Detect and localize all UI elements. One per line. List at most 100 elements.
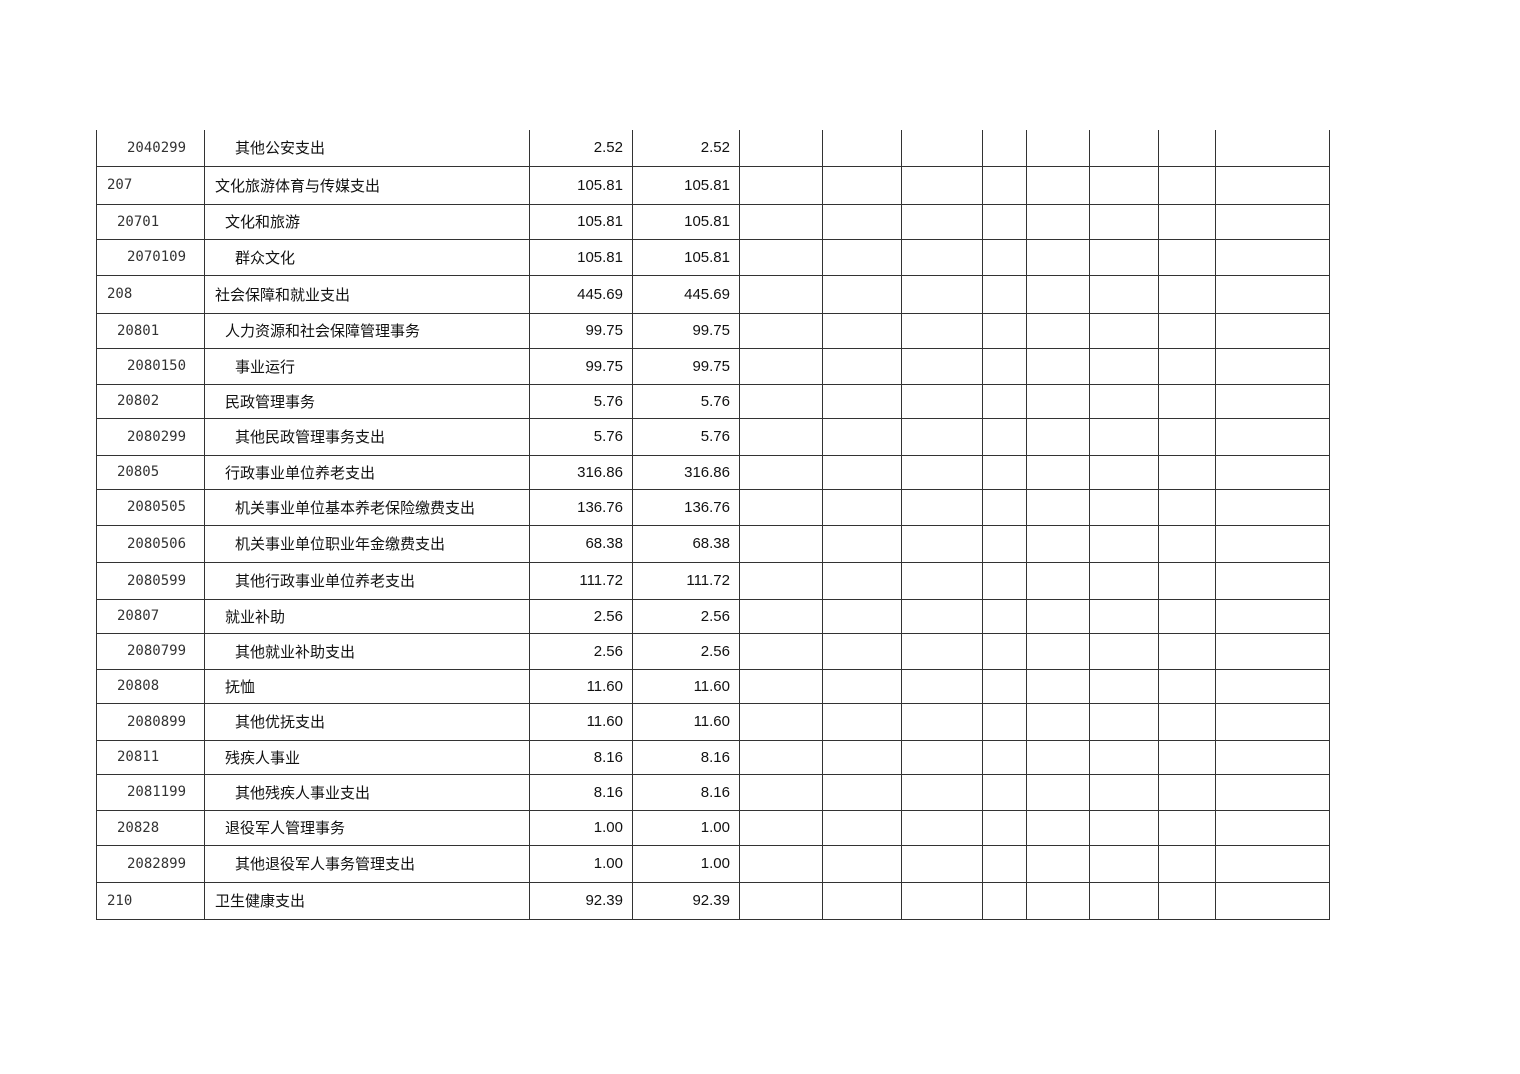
empty-cell (901, 238, 983, 276)
basic-expenditure: 1.00 (632, 809, 740, 846)
basic-expenditure: 445.69 (632, 274, 740, 314)
empty-cell (739, 809, 823, 846)
empty-cell (822, 881, 902, 920)
empty-cell (739, 632, 823, 670)
empty-cell (739, 668, 823, 704)
basic-expenditure: 99.75 (632, 347, 740, 385)
total-amount: 1.00 (529, 844, 633, 883)
empty-cell (1158, 773, 1216, 811)
empty-cell (1158, 561, 1216, 600)
empty-cell (1158, 702, 1216, 741)
total-amount: 99.75 (529, 347, 633, 385)
empty-cell (1158, 165, 1216, 205)
account-code: 2080599 (96, 561, 205, 600)
empty-cell (1026, 488, 1090, 526)
table-row: 2080506 机关事业单位职业年金缴费支出 68.38 68.38 (96, 524, 1330, 563)
basic-expenditure: 105.81 (632, 203, 740, 240)
empty-cell (982, 165, 1027, 205)
empty-cell (901, 203, 983, 240)
empty-cell (1089, 809, 1159, 846)
basic-expenditure: 2.56 (632, 632, 740, 670)
empty-cell (1026, 130, 1090, 167)
table-row: 20701 文化和旅游 105.81 105.81 (96, 203, 1330, 240)
basic-expenditure: 2.52 (632, 130, 740, 167)
empty-cell (982, 488, 1027, 526)
account-code: 20801 (96, 312, 205, 349)
empty-cell (739, 417, 823, 456)
empty-cell (822, 203, 902, 240)
empty-cell (1158, 130, 1216, 167)
empty-cell (1215, 668, 1330, 704)
empty-cell (901, 632, 983, 670)
empty-cell (982, 668, 1027, 704)
account-name: 退役军人管理事务 (204, 809, 530, 846)
empty-cell (1158, 454, 1216, 490)
account-name: 机关事业单位基本养老保险缴费支出 (204, 488, 530, 526)
empty-cell (1089, 524, 1159, 563)
basic-expenditure: 136.76 (632, 488, 740, 526)
empty-cell (901, 598, 983, 634)
account-code: 2080150 (96, 347, 205, 385)
empty-cell (1158, 809, 1216, 846)
empty-cell (1089, 598, 1159, 634)
empty-cell (739, 881, 823, 920)
empty-cell (1089, 165, 1159, 205)
empty-cell (739, 524, 823, 563)
total-amount: 68.38 (529, 524, 633, 563)
empty-cell (1158, 668, 1216, 704)
account-name: 其他公安支出 (204, 130, 530, 167)
empty-cell (1158, 238, 1216, 276)
table-row: 208 社会保障和就业支出 445.69 445.69 (96, 274, 1330, 314)
empty-cell (739, 238, 823, 276)
basic-expenditure: 8.16 (632, 739, 740, 775)
empty-cell (982, 347, 1027, 385)
basic-expenditure: 11.60 (632, 702, 740, 741)
empty-cell (739, 844, 823, 883)
empty-cell (901, 312, 983, 349)
empty-cell (822, 561, 902, 600)
table-row: 2080599 其他行政事业单位养老支出 111.72 111.72 (96, 561, 1330, 600)
total-amount: 2.56 (529, 598, 633, 634)
empty-cell (901, 739, 983, 775)
empty-cell (1026, 598, 1090, 634)
account-name: 残疾人事业 (204, 739, 530, 775)
account-code: 2040299 (96, 130, 205, 167)
empty-cell (822, 130, 902, 167)
empty-cell (1215, 130, 1330, 167)
account-name: 就业补助 (204, 598, 530, 634)
table-row: 20808 抚恤 11.60 11.60 (96, 668, 1330, 704)
account-code: 20805 (96, 454, 205, 490)
basic-expenditure: 92.39 (632, 881, 740, 920)
table-row: 20802 民政管理事务 5.76 5.76 (96, 383, 1330, 419)
empty-cell (1215, 632, 1330, 670)
empty-cell (1215, 881, 1330, 920)
empty-cell (1089, 203, 1159, 240)
account-code: 2080505 (96, 488, 205, 526)
account-name: 机关事业单位职业年金缴费支出 (204, 524, 530, 563)
empty-cell (982, 702, 1027, 741)
account-name: 文化旅游体育与传媒支出 (204, 165, 530, 205)
empty-cell (1089, 383, 1159, 419)
empty-cell (1026, 739, 1090, 775)
empty-cell (1026, 454, 1090, 490)
empty-cell (982, 809, 1027, 846)
empty-cell (1158, 739, 1216, 775)
empty-cell (1158, 844, 1216, 883)
total-amount: 99.75 (529, 312, 633, 349)
account-name: 其他退役军人事务管理支出 (204, 844, 530, 883)
total-amount: 5.76 (529, 417, 633, 456)
table-row: 2080505 机关事业单位基本养老保险缴费支出 136.76 136.76 (96, 488, 1330, 526)
empty-cell (1158, 274, 1216, 314)
empty-cell (1158, 881, 1216, 920)
basic-expenditure: 11.60 (632, 668, 740, 704)
empty-cell (1026, 383, 1090, 419)
empty-cell (1089, 739, 1159, 775)
empty-cell (822, 773, 902, 811)
empty-cell (739, 130, 823, 167)
empty-cell (1158, 524, 1216, 563)
basic-expenditure: 111.72 (632, 561, 740, 600)
empty-cell (1215, 165, 1330, 205)
empty-cell (982, 773, 1027, 811)
total-amount: 11.60 (529, 702, 633, 741)
empty-cell (822, 524, 902, 563)
